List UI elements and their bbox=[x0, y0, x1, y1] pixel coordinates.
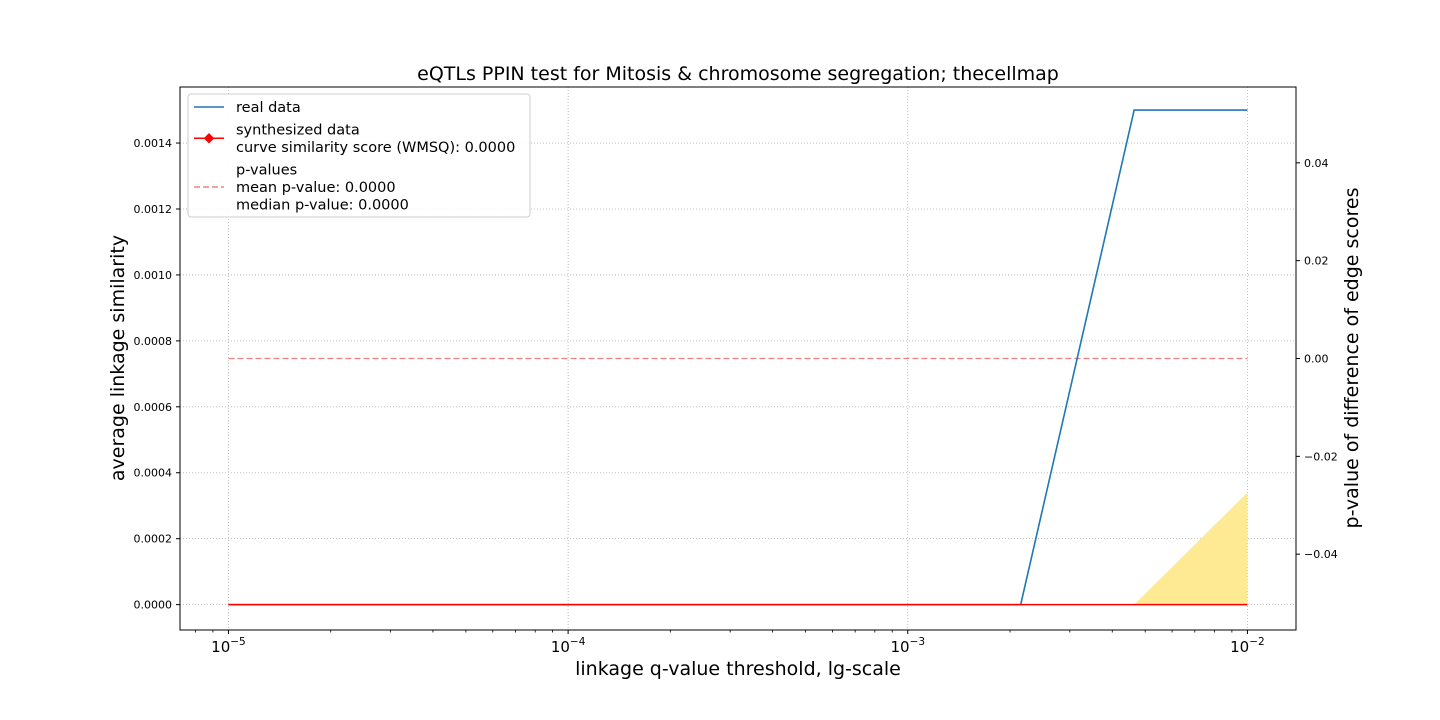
x-tick-label: 10−2 bbox=[1230, 636, 1265, 656]
y2-tick-label: 0.04 bbox=[1304, 157, 1329, 170]
y-tick-label: 0.0012 bbox=[134, 203, 173, 216]
legend-label: real data bbox=[236, 100, 301, 116]
chart-title: eQTLs PPIN test for Mitosis & chromosome… bbox=[417, 63, 1059, 85]
legend-label: curve similarity score (WMSQ): 0.0000 bbox=[236, 140, 515, 156]
x-axis-label: linkage q-value threshold, lg-scale bbox=[575, 658, 901, 680]
y2-tick-label: 0.00 bbox=[1304, 353, 1329, 366]
y-tick-label: 0.0008 bbox=[134, 335, 173, 348]
x-tick-label: 10−5 bbox=[211, 636, 246, 656]
legend-label: mean p-value: 0.0000 bbox=[236, 180, 396, 196]
confidence-band bbox=[1134, 492, 1248, 605]
y-tick-label: 0.0006 bbox=[134, 401, 173, 414]
y-tick-label: 0.0000 bbox=[134, 599, 173, 612]
x-tick-label: 10−3 bbox=[890, 636, 925, 656]
y2-tick-label: −0.04 bbox=[1304, 548, 1338, 561]
x-axis: 10−5 10−4 10−3 10−2 bbox=[195, 630, 1265, 656]
legend-diamond-marker bbox=[203, 133, 215, 144]
fill-band bbox=[1134, 492, 1248, 605]
y2-tick-label: 0.02 bbox=[1304, 255, 1329, 268]
y-axis-label: average linkage similarity bbox=[107, 235, 129, 481]
y-tick-label: 0.0002 bbox=[134, 533, 173, 546]
y-tick-label: 0.0004 bbox=[134, 467, 173, 480]
y-tick-label: 0.0014 bbox=[134, 137, 173, 150]
x-tick-label: 10−4 bbox=[551, 636, 586, 656]
y-axis: 0.0000 0.0002 0.0004 0.0006 0.0008 0.0010 0.00… bbox=[134, 137, 180, 612]
legend-label: p-values bbox=[236, 163, 297, 179]
legend-label: synthesized data bbox=[236, 123, 360, 139]
y2-tick-label: −0.02 bbox=[1304, 450, 1338, 463]
legend-box bbox=[187, 93, 531, 218]
series-lines bbox=[228, 109, 1248, 606]
y2-axis: −0.04 −0.02 0.00 0.02 0.04 bbox=[1296, 157, 1338, 561]
y-tick-label: 0.0010 bbox=[134, 269, 173, 282]
legend-label: median p-value: 0.0000 bbox=[236, 198, 409, 214]
y2-axis-label: p-value of difference of edge scores bbox=[1341, 188, 1363, 529]
